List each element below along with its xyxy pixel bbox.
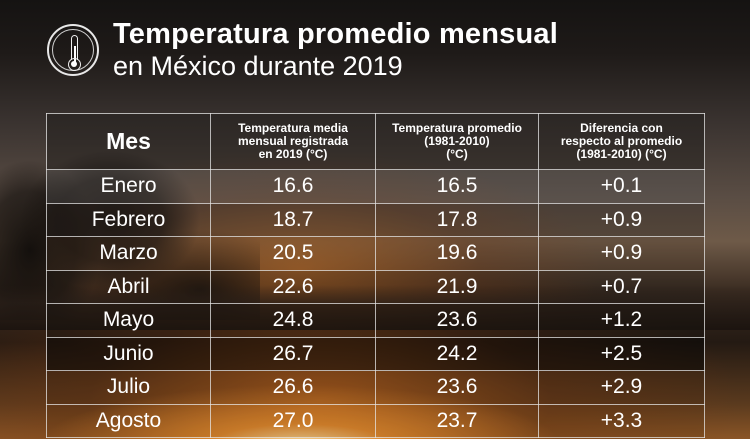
- cell-diferencia: +2.5: [538, 336, 705, 371]
- cell-mes: Junio: [46, 336, 211, 371]
- table-row: Junio 26.7 24.2 +2.5: [46, 336, 705, 371]
- cell-mes: Febrero: [46, 202, 211, 237]
- cell-diferencia: +0.1: [538, 169, 705, 204]
- cell-temp-2019: 26.7: [210, 336, 376, 371]
- cell-temp-2019: 24.8: [210, 303, 376, 338]
- header: Temperatura promedio mensual en México d…: [47, 20, 558, 80]
- cell-temp-promedio: 17.8: [375, 202, 539, 237]
- table-row: Abril 22.6 21.9 +0.7: [46, 269, 705, 304]
- cell-temp-promedio: 23.7: [375, 403, 539, 438]
- column-header-diferencia: Diferencia con respecto al promedio (198…: [538, 113, 705, 170]
- cell-temp-2019: 20.5: [210, 236, 376, 271]
- cell-mes: Marzo: [46, 236, 211, 271]
- table-header-row: Mes Temperatura media mensual registrada…: [46, 113, 705, 170]
- temperature-table: Mes Temperatura media mensual registrada…: [46, 113, 705, 438]
- table-row: Agosto 27.0 23.7 +3.3: [46, 403, 705, 438]
- column-header-temp-promedio: Temperatura promedio (1981-2010) (°C): [375, 113, 539, 170]
- cell-mes: Abril: [46, 269, 211, 304]
- cell-temp-promedio: 19.6: [375, 236, 539, 271]
- column-header-temp-2019: Temperatura media mensual registrada en …: [210, 113, 376, 170]
- table-row: Mayo 24.8 23.6 +1.2: [46, 303, 705, 338]
- cell-mes: Agosto: [46, 403, 211, 438]
- cell-temp-promedio: 24.2: [375, 336, 539, 371]
- cell-temp-promedio: 23.6: [375, 370, 539, 405]
- cell-temp-2019: 18.7: [210, 202, 376, 237]
- cell-mes: Mayo: [46, 303, 211, 338]
- title-sub: en México durante 2019: [113, 51, 403, 81]
- cell-temp-2019: 16.6: [210, 169, 376, 204]
- cell-diferencia: +0.9: [538, 202, 705, 237]
- cell-diferencia: +1.2: [538, 303, 705, 338]
- table-row: Febrero 18.7 17.8 +0.9: [46, 202, 705, 237]
- cell-temp-promedio: 21.9: [375, 269, 539, 304]
- thermometer-icon: [47, 24, 99, 76]
- column-header-mes: Mes: [46, 113, 211, 170]
- cell-mes: Enero: [46, 169, 211, 204]
- cell-temp-2019: 22.6: [210, 269, 376, 304]
- cell-mes: Julio: [46, 370, 211, 405]
- cell-diferencia: +3.3: [538, 403, 705, 438]
- title-main: Temperatura promedio mensual: [113, 18, 559, 50]
- cell-temp-promedio: 23.6: [375, 303, 539, 338]
- cell-temp-promedio: 16.5: [375, 169, 539, 204]
- cell-temp-2019: 26.6: [210, 370, 376, 405]
- cell-diferencia: +0.9: [538, 236, 705, 271]
- cell-diferencia: +2.9: [538, 370, 705, 405]
- cell-diferencia: +0.7: [538, 269, 705, 304]
- cell-temp-2019: 27.0: [210, 403, 376, 438]
- table-row: Enero 16.6 16.5 +0.1: [46, 169, 705, 204]
- table-row: Marzo 20.5 19.6 +0.9: [46, 236, 705, 271]
- title-block: Temperatura promedio mensual en México d…: [113, 20, 558, 80]
- table-row: Julio 26.6 23.6 +2.9: [46, 370, 705, 405]
